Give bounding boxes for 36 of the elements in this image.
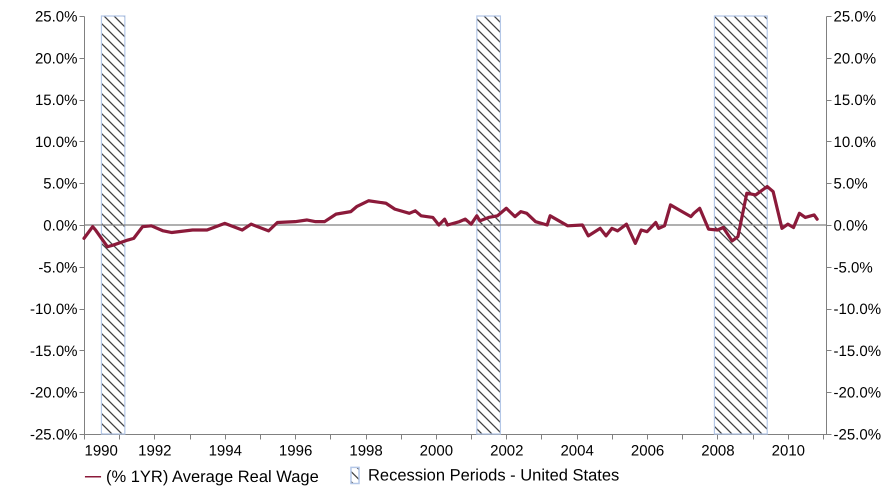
y-tick-label: 0.0%	[43, 218, 78, 234]
x-tick-label: 2004	[560, 442, 594, 460]
y2-tick-label: 5.0%	[834, 176, 868, 193]
y-tick-label: -15.0%	[30, 342, 78, 360]
y2-tick-label: 0.0%	[834, 218, 868, 234]
x-tick-label: 1998	[349, 442, 383, 460]
x-tick-label: 1996	[278, 442, 312, 460]
x-tick-label: 1990	[84, 442, 118, 460]
y-tick-label: 10.0%	[34, 134, 78, 151]
x-tick-label: 1992	[138, 442, 172, 460]
legend-label: Recession Periods - United States	[368, 466, 620, 484]
y2-tick-label: -20.0%	[834, 384, 882, 402]
y-tick-label: -25.0%	[30, 426, 78, 444]
y2-tick-label: -5.0%	[834, 259, 873, 276]
y2-tick-label: 20.0%	[834, 50, 876, 68]
y-tick-label: -20.0%	[30, 384, 78, 402]
y2-tick-label: -25.0%	[834, 426, 882, 444]
line-series	[82, 184, 819, 248]
y-tick-label: 15.0%	[34, 92, 78, 110]
y-tick-label: -10.0%	[30, 301, 78, 318]
y2-tick-label: 15.0%	[834, 92, 876, 110]
y-tick-label: 25.0%	[34, 8, 78, 26]
y2-tick-label: -15.0%	[834, 342, 882, 360]
y-tick-label: 5.0%	[43, 176, 78, 193]
x-tick-label: 2000	[420, 442, 454, 460]
x-tick-label: 2008	[701, 442, 735, 460]
y2-tick-label: 10.0%	[834, 134, 876, 151]
x-tick-label: 2006	[630, 442, 664, 460]
x-tick-label: 2010	[772, 442, 806, 460]
y2-tick-label: -10.0%	[834, 301, 882, 318]
x-tick-label: 2002	[490, 442, 524, 460]
y2-tick-label: 25.0%	[834, 8, 876, 26]
legend-label: (% 1YR) Average Real Wage	[106, 468, 319, 486]
y-tick-label: -5.0%	[38, 259, 78, 276]
y-tick-label: 20.0%	[34, 50, 78, 68]
x-tick-label: 1994	[208, 442, 242, 460]
